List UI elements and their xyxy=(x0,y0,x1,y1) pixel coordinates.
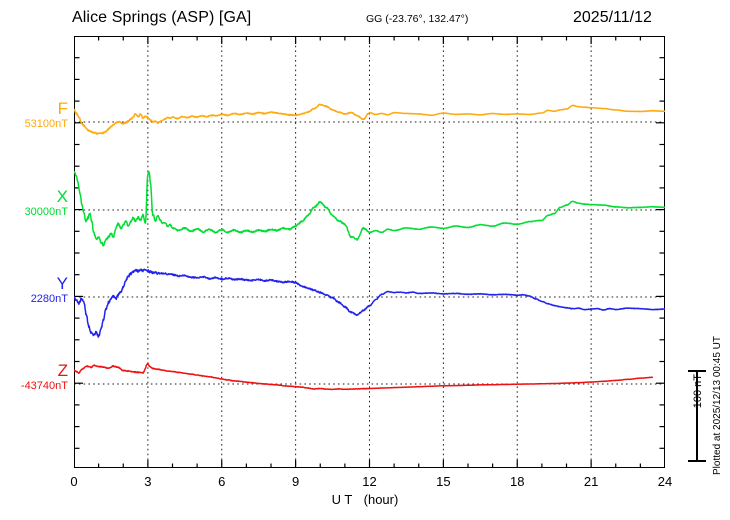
observation-date: 2025/11/12 xyxy=(573,9,652,26)
x-tick-label-9: 9 xyxy=(292,474,300,489)
component-label-x: X 30000nT xyxy=(0,188,68,218)
plot-canvas xyxy=(74,36,665,468)
x-tick-label-6: 6 xyxy=(218,474,226,489)
scale-bar-icon xyxy=(688,370,706,462)
x-axis-title-b: (hour) xyxy=(363,492,399,507)
x-tick-label-21: 21 xyxy=(583,474,599,489)
x-tick-label-24: 24 xyxy=(657,474,673,489)
component-symbol-x: X xyxy=(56,187,68,206)
x-tick-label-12: 12 xyxy=(362,474,377,489)
scale-bar-label: 100 nT xyxy=(692,374,704,409)
component-label-f: F 53100nT xyxy=(0,100,68,130)
geographic-coordinates: GG (-23.76°, 132.47°) xyxy=(366,13,469,25)
x-tick-label-18: 18 xyxy=(510,474,525,489)
component-baseline-y: 2280nT xyxy=(30,292,68,305)
x-axis-title-a: U T xyxy=(331,492,353,507)
station-title: Alice Springs (ASP) [GA] xyxy=(72,9,252,26)
x-axis-title: U T (hour) xyxy=(0,492,730,507)
component-label-y: Y 2280nT xyxy=(0,275,68,305)
x-tick-label-0: 0 xyxy=(70,474,78,489)
x-tick-label-15: 15 xyxy=(436,474,451,489)
component-symbol-z: Z xyxy=(57,361,68,380)
component-baseline-x: 30000nT xyxy=(24,205,68,218)
x-tick-label-3: 3 xyxy=(144,474,152,489)
component-baseline-z: -43740nT xyxy=(20,379,68,392)
magnetogram-traces xyxy=(74,36,665,468)
component-label-z: Z -43740nT xyxy=(0,362,68,392)
component-symbol-f: F xyxy=(57,99,68,118)
component-baseline-f: 53100nT xyxy=(24,117,68,130)
plotted-at-timestamp: Plotted at 2025/12/13 00:45 UT xyxy=(712,336,723,475)
component-symbol-y: Y xyxy=(56,274,68,293)
